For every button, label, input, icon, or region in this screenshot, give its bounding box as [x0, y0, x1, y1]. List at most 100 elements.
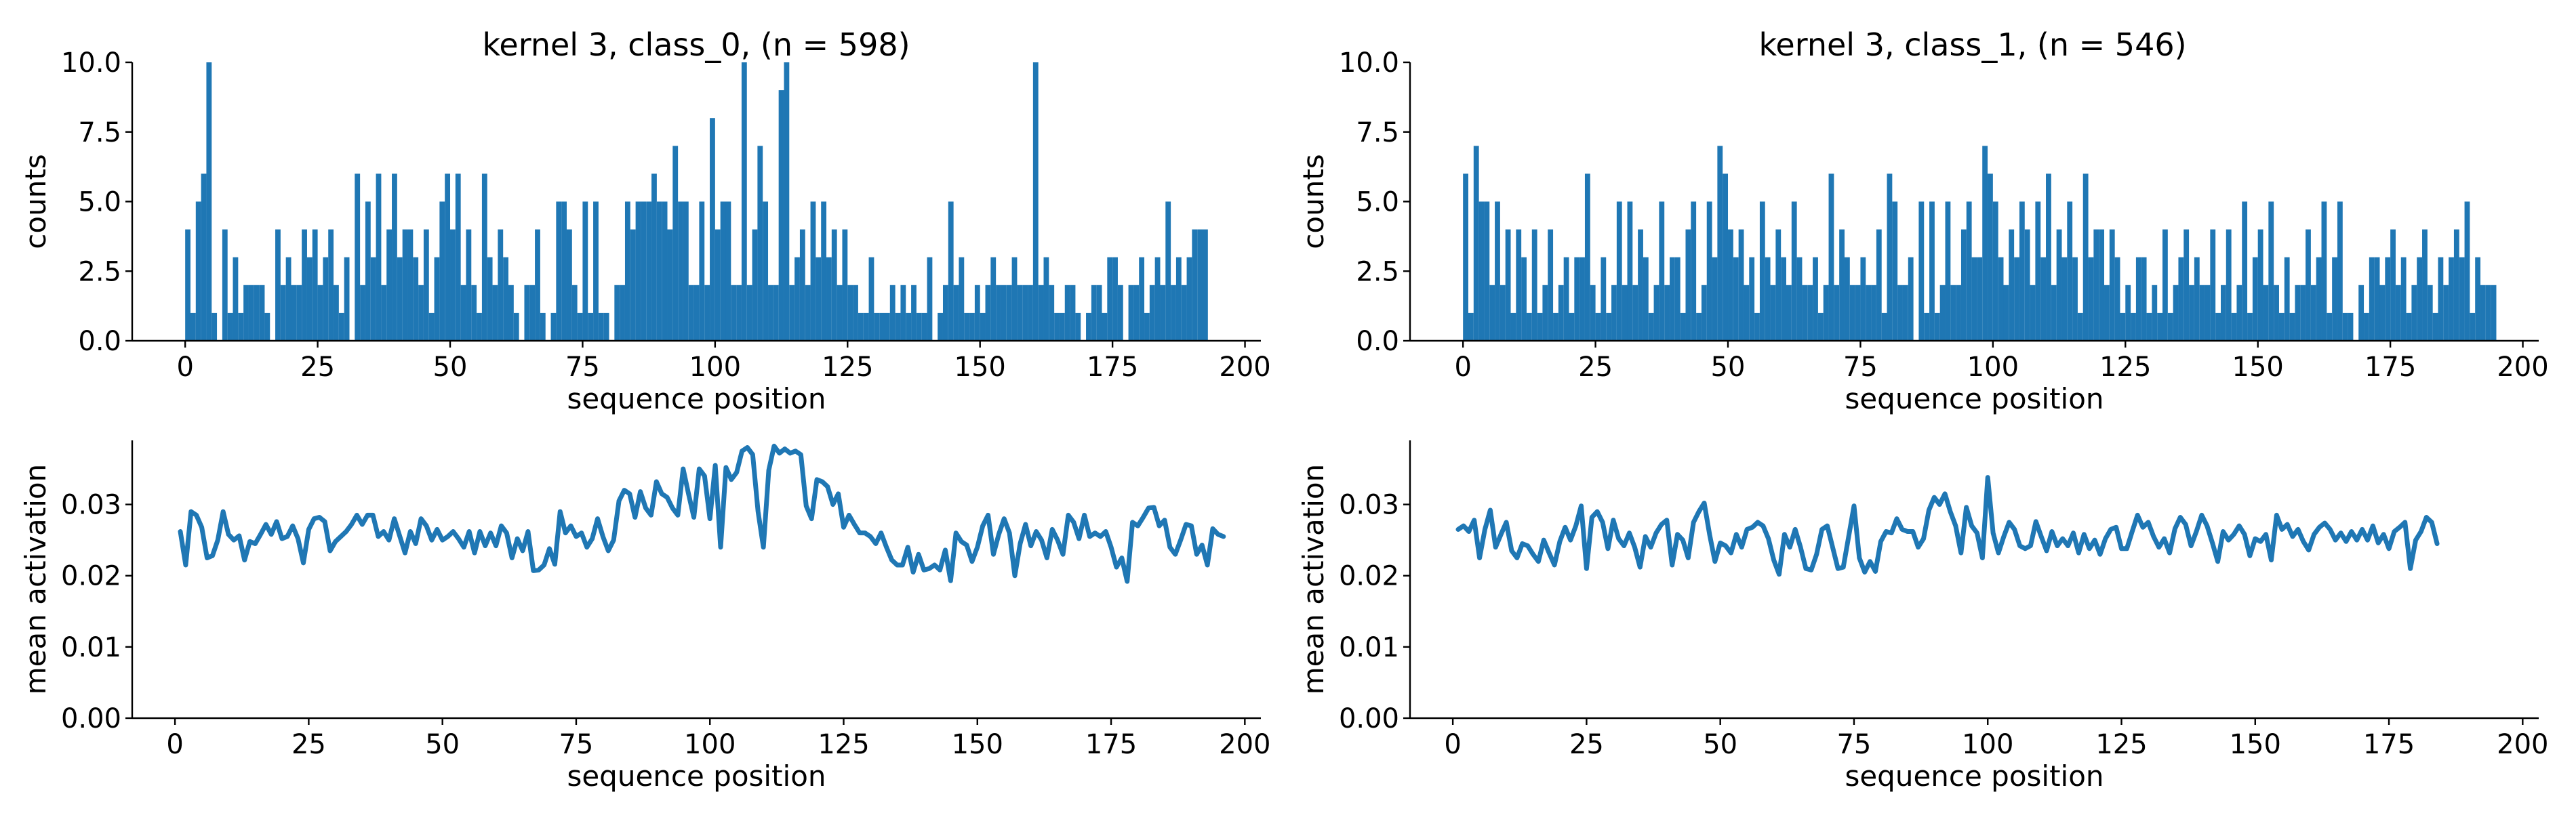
bar [816, 257, 822, 341]
x-tick-label: 175 [2363, 729, 2415, 760]
bar [2400, 257, 2407, 341]
bar [2152, 285, 2158, 341]
bar [227, 312, 233, 341]
bar [704, 285, 710, 341]
bar [1813, 257, 1818, 341]
bar [1664, 285, 1670, 341]
bar [535, 229, 540, 341]
bar [2194, 257, 2200, 341]
bar [1786, 285, 1792, 341]
series-line [1455, 475, 2440, 577]
bar [799, 229, 805, 341]
bar [550, 312, 557, 341]
y-tick-label: 5.0 [78, 187, 121, 218]
bar [1950, 285, 1956, 341]
bar [381, 285, 387, 341]
bar [566, 229, 572, 341]
bar [2337, 201, 2343, 341]
bar [736, 285, 742, 341]
bar [2040, 257, 2047, 341]
bar [789, 285, 795, 341]
bar [927, 257, 933, 341]
counts-panel-class0: kernel 3, class_0, (n = 598) 0 25 50 75 100 1… [19, 26, 1271, 415]
bar [1728, 229, 1733, 341]
bar [2231, 312, 2237, 341]
bar [2131, 312, 2136, 341]
bar [2406, 312, 2412, 341]
bar [312, 229, 318, 341]
bar [1107, 257, 1113, 341]
bar [2491, 285, 2497, 341]
bar [1516, 229, 1522, 341]
bar [2146, 312, 2152, 341]
bar [445, 173, 451, 341]
bar [492, 285, 498, 341]
bar [2390, 229, 2396, 341]
x-tick-label: 75 [559, 729, 593, 760]
bar [2295, 285, 2301, 341]
series-line [178, 443, 1226, 584]
bar [1563, 257, 1569, 341]
bar [1192, 229, 1198, 341]
y-tick-label: 0.00 [1339, 703, 1399, 734]
bar [2056, 229, 2062, 341]
y-tick-label: 7.5 [1356, 117, 1399, 148]
bar [2247, 312, 2253, 341]
bar [2432, 312, 2438, 341]
x-tick-label: 100 [1967, 352, 2019, 383]
bar [2274, 285, 2279, 341]
x-tick-label: 125 [818, 729, 869, 760]
y-tick-label: 10.0 [1339, 47, 1399, 79]
bar [868, 257, 874, 341]
bar [699, 201, 705, 341]
bar [731, 285, 737, 341]
bar [858, 312, 864, 341]
bar [746, 285, 752, 341]
bar [773, 285, 779, 341]
bar [338, 312, 344, 341]
bar [2252, 257, 2258, 341]
bar [678, 201, 683, 341]
x-tick-label: 150 [954, 352, 1006, 383]
bar [428, 312, 435, 341]
bar [1680, 312, 1686, 341]
bar [1548, 229, 1554, 341]
bar [810, 201, 816, 341]
bar [1802, 285, 1808, 341]
bar [641, 201, 647, 341]
bar [1102, 312, 1108, 341]
bar [418, 285, 424, 341]
x-tick-label: 125 [822, 352, 873, 383]
bar [1128, 285, 1134, 341]
bar [1892, 201, 1898, 341]
bar [1648, 312, 1654, 341]
x-tick-label: 175 [1087, 352, 1138, 383]
bar [948, 201, 954, 341]
bar [1043, 257, 1049, 341]
bar [757, 146, 763, 341]
bar [1054, 312, 1060, 341]
bar [2369, 257, 2375, 341]
bar [355, 173, 361, 341]
bar [529, 285, 536, 341]
bar [2077, 312, 2083, 341]
x-tick-label: 50 [425, 729, 460, 760]
bar [784, 62, 790, 341]
bar [2167, 312, 2173, 341]
bar [1988, 173, 1993, 341]
bar [879, 312, 885, 341]
bar [1723, 173, 1729, 341]
bar [1902, 285, 1908, 341]
bar [2453, 229, 2459, 341]
bar [1897, 285, 1903, 341]
bar [1998, 257, 2004, 341]
bar [985, 285, 991, 341]
bar [1521, 257, 1527, 341]
x-axis-label: sequence position [567, 382, 826, 415]
bar [513, 312, 519, 341]
bar [624, 201, 630, 341]
bar [942, 285, 948, 341]
bar [2009, 229, 2015, 341]
bar [593, 201, 599, 341]
